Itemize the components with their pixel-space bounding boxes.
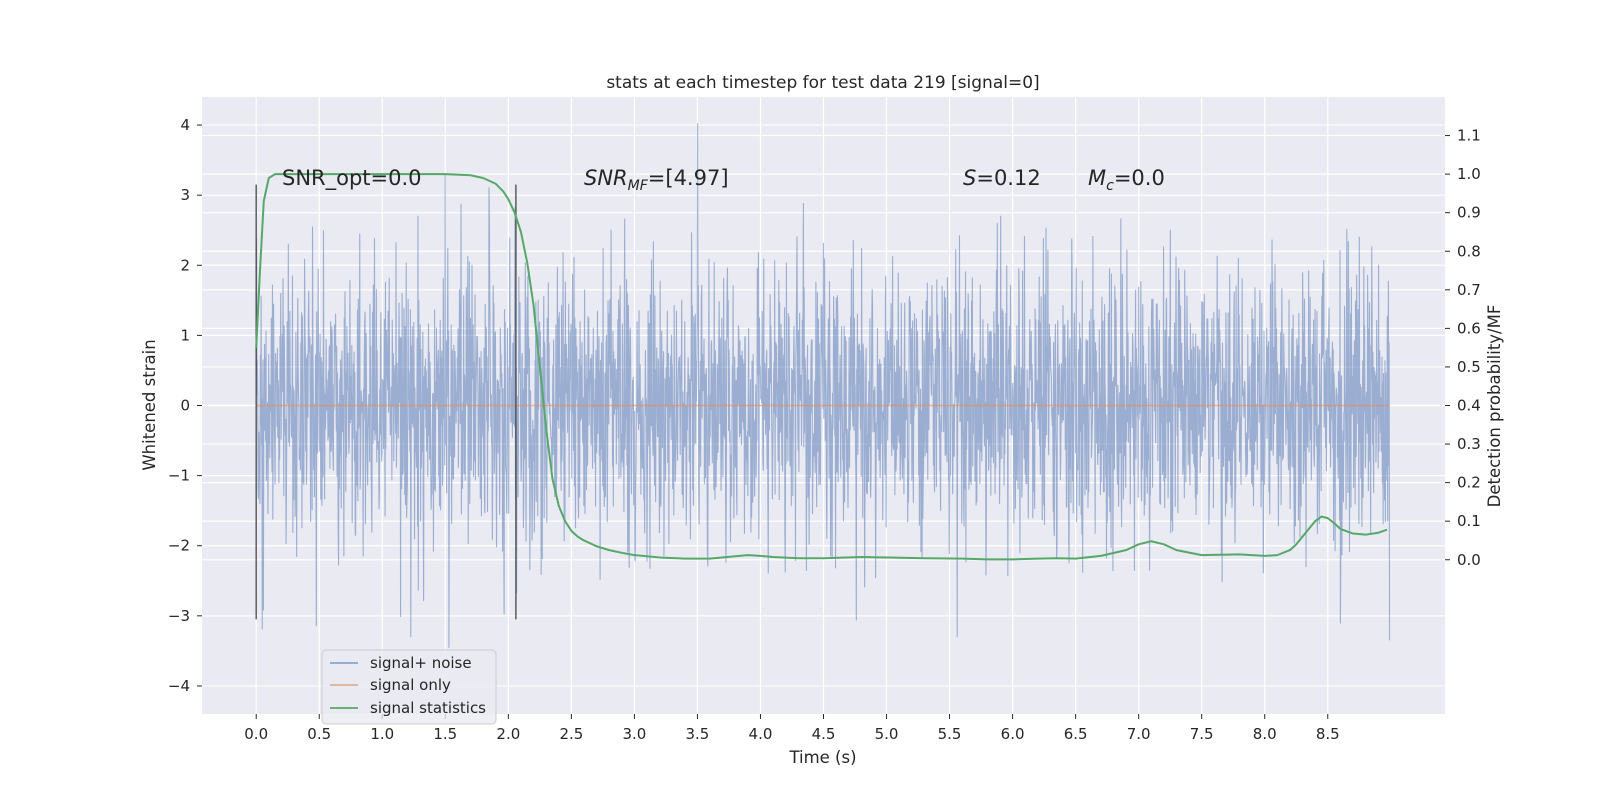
legend-box xyxy=(321,649,497,725)
snr-mf-value: =[4.97] xyxy=(648,166,729,190)
line-signal-statistics xyxy=(255,173,1388,561)
y-tick-label-6: −2 xyxy=(168,537,190,555)
x-tick-label-10: 5.0 xyxy=(875,725,899,743)
y-tick-label-7: −3 xyxy=(168,607,190,625)
x-tick-label-11: 5.5 xyxy=(938,725,962,743)
x-tick-label-2: 1.0 xyxy=(370,725,394,743)
snr-mf-subscript: MF xyxy=(628,178,649,194)
x-tick-label-6: 3.0 xyxy=(622,725,646,743)
series-signal-noise xyxy=(255,123,1391,648)
x-tick-label-14: 7.0 xyxy=(1127,725,1151,743)
x-tick-label-12: 6.0 xyxy=(1001,725,1025,743)
mc-symbol: M xyxy=(1088,166,1106,190)
legend-label-signal-only: signal only xyxy=(370,676,451,694)
y2-tick-label-7: 0.4 xyxy=(1457,397,1481,415)
y2-tick-label-8: 0.3 xyxy=(1457,435,1481,453)
x-tick-label-13: 6.5 xyxy=(1064,725,1088,743)
y2-tick-label-0: 1.1 xyxy=(1457,127,1481,145)
series-signal-statistics xyxy=(255,173,1388,561)
x-tick-label-4: 2.0 xyxy=(496,725,520,743)
y2-tick-label-10: 0.1 xyxy=(1457,512,1481,530)
s-symbol: S xyxy=(963,166,976,190)
y2-tick-label-9: 0.2 xyxy=(1457,474,1481,492)
vertical-markers xyxy=(255,184,517,620)
x-tick-label-5: 2.5 xyxy=(559,725,583,743)
legend-label-signal-statistics: signal statistics xyxy=(370,699,486,717)
y-tick-label-1: 3 xyxy=(180,186,190,204)
x-tick-label-9: 4.5 xyxy=(812,725,836,743)
y2-tick-label-6: 0.5 xyxy=(1457,358,1481,376)
legend-label-signal-noise: signal+ noise xyxy=(370,654,472,672)
y-tick-label-5: −1 xyxy=(168,467,190,485)
line-signal-noise xyxy=(255,123,1391,648)
mc-annotation: Mc=0.0 xyxy=(1088,166,1165,194)
x-tick-label-16: 8.0 xyxy=(1253,725,1277,743)
x-tick-label-3: 1.5 xyxy=(433,725,457,743)
y2-tick-label-11: 0.0 xyxy=(1457,551,1481,569)
s-value: =0.12 xyxy=(976,166,1040,190)
mc-subscript: c xyxy=(1106,178,1114,194)
y2-tick-label-5: 0.6 xyxy=(1457,319,1481,337)
x-tick-label-0: 0.0 xyxy=(244,725,268,743)
annotations: SNR_opt=0.0 SNRMF=[4.97] S=0.12 Mc=0.0 xyxy=(282,166,1165,194)
y2-axis-label: Detection probability/MF xyxy=(1485,305,1504,508)
y-tick-label-3: 1 xyxy=(180,326,190,344)
y2-tick-label-4: 0.7 xyxy=(1457,281,1481,299)
snr-mf-annotation: SNRMF=[4.97] xyxy=(584,166,729,194)
x-axis-label: Time (s) xyxy=(788,748,856,767)
y2-tick-label-3: 0.8 xyxy=(1457,242,1481,260)
x-tick-label-8: 4.0 xyxy=(749,725,773,743)
chart-title: stats at each timestep for test data 219… xyxy=(606,73,1039,93)
mc-value: =0.0 xyxy=(1114,166,1165,190)
x-tick-label-17: 8.5 xyxy=(1316,725,1340,743)
y-tick-label-8: −4 xyxy=(168,677,190,695)
legend: signal+ noise signal only signal statist… xyxy=(321,649,497,725)
snr-opt-annotation: SNR_opt=0.0 xyxy=(282,166,422,191)
x-tick-label-15: 7.5 xyxy=(1190,725,1214,743)
x-tick-label-7: 3.5 xyxy=(686,725,710,743)
x-tick-label-1: 0.5 xyxy=(307,725,331,743)
snr-mf-symbol: SNR xyxy=(584,166,628,190)
y-tick-label-4: 0 xyxy=(180,397,190,415)
s-annotation: S=0.12 xyxy=(963,166,1041,190)
y-tick-label-0: 4 xyxy=(180,116,190,134)
y2-tick-label-1: 1.0 xyxy=(1457,165,1481,183)
y-tick-label-2: 2 xyxy=(180,256,190,274)
tick-labels: 0.0 0.5 1.0 1.5 2.0 2.5 3.0 3.5 4.0 4.5 5.0 5.5 6.0 6… xyxy=(168,116,1481,743)
y-axis-label: Whitened strain xyxy=(140,339,159,470)
y2-tick-label-2: 0.9 xyxy=(1457,204,1481,222)
